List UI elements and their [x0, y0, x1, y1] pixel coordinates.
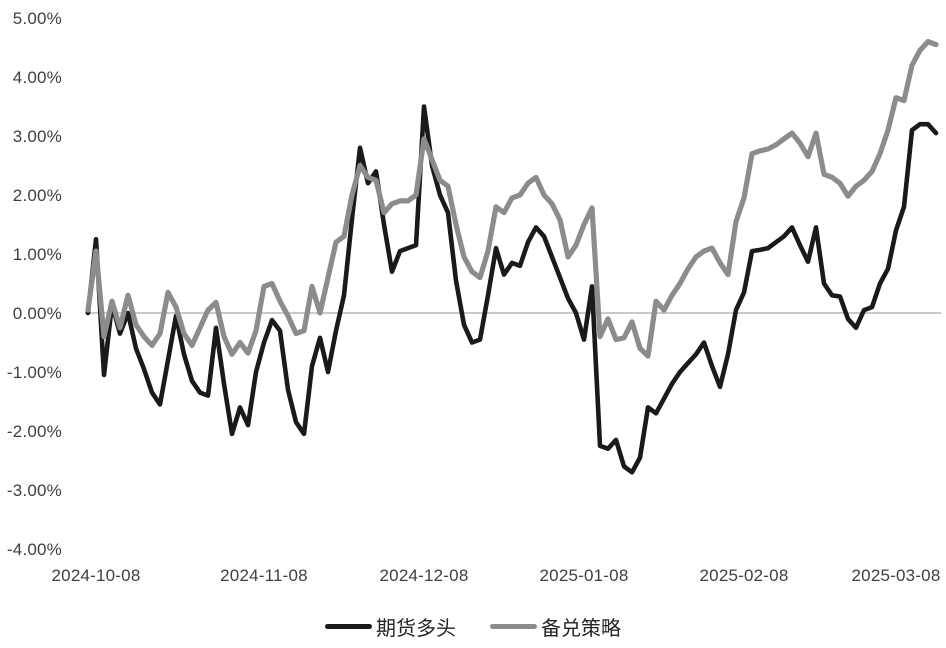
- x-axis-tick-label: 2025-03-08: [851, 566, 941, 585]
- y-axis-tick-label: 5.00%: [12, 8, 62, 28]
- legend-item-futures-long: 期货多头: [325, 612, 456, 641]
- y-axis-tick-label: -4.00%: [6, 539, 62, 559]
- y-axis-tick-label: 3.00%: [12, 126, 62, 146]
- y-axis-tick-label: 2.00%: [12, 185, 62, 205]
- legend-item-covered-call: 备兑策略: [490, 612, 621, 641]
- y-axis-tick-label: -3.00%: [6, 480, 62, 500]
- x-axis-tick-label: 2025-02-08: [699, 566, 789, 585]
- covered-call-legend-label: 备兑策略: [541, 618, 621, 640]
- y-axis-tick-label: -1.00%: [6, 362, 62, 382]
- y-axis-tick-label: -2.00%: [6, 421, 62, 441]
- futures-long-series-line: [85, 104, 939, 475]
- x-axis-tick-label: 2024-12-08: [379, 566, 469, 585]
- x-axis-tick-label: 2024-11-08: [220, 566, 308, 585]
- covered-call-series-line: [85, 38, 939, 359]
- x-axis-tick-label: 2025-01-08: [539, 566, 629, 585]
- covered-call-line-swatch: [490, 624, 537, 629]
- legend: 期货多头 备兑策略: [0, 612, 946, 641]
- y-axis-tick-label: 1.00%: [12, 244, 62, 264]
- futures-long-line-swatch: [325, 624, 372, 629]
- x-axis-tick-label: 2024-10-08: [51, 566, 141, 585]
- y-axis-tick-label: 4.00%: [12, 67, 62, 87]
- futures-long-legend-label: 期货多头: [376, 618, 456, 640]
- y-axis-tick-label: 0.00%: [12, 303, 62, 323]
